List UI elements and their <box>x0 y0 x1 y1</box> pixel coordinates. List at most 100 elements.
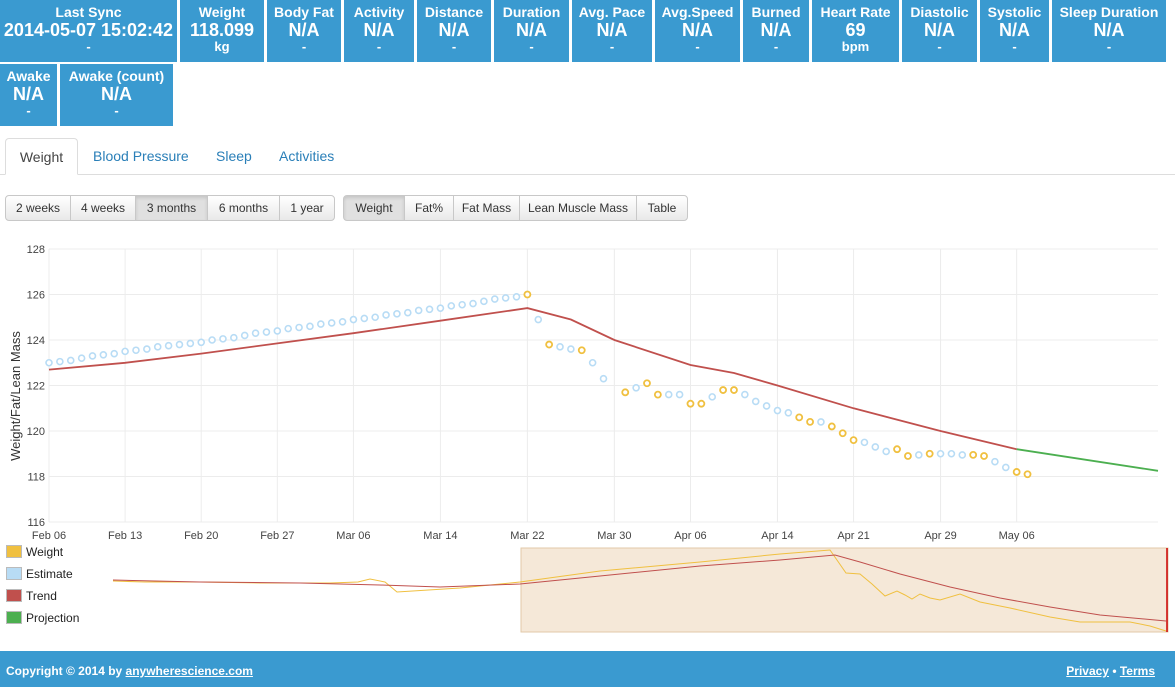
weight-point[interactable] <box>1012 468 1021 476</box>
estimate-point[interactable] <box>197 338 206 347</box>
metric-fat-percent-button[interactable]: Fat% <box>404 195 454 221</box>
estimate-point[interactable] <box>132 346 140 355</box>
estimate-point[interactable] <box>1001 463 1010 472</box>
estimate-point[interactable] <box>349 315 358 324</box>
estimate-point[interactable] <box>447 302 456 310</box>
range-4-weeks-button[interactable]: 4 weeks <box>70 195 136 221</box>
estimate-point[interactable] <box>773 406 782 415</box>
weight-point[interactable] <box>545 340 554 349</box>
estimate-point[interactable] <box>501 294 510 302</box>
navigator-selection[interactable] <box>520 547 1169 633</box>
estimate-point[interactable] <box>991 457 999 466</box>
tab-weight[interactable]: Weight <box>5 138 78 175</box>
estimate-point[interactable] <box>230 333 238 342</box>
weight-chart[interactable]: 116 118 120 122 124 126 128 Feb 06 Feb 13 Feb 20 F… <box>0 230 1175 550</box>
weight-point[interactable] <box>653 390 662 399</box>
weight-point[interactable] <box>925 449 934 458</box>
estimate-point[interactable] <box>99 350 108 359</box>
legend-item-weight[interactable]: Weight <box>6 544 63 562</box>
estimate-point[interactable] <box>110 349 119 358</box>
estimate-point[interactable] <box>936 449 945 458</box>
estimate-point[interactable] <box>762 402 771 410</box>
estimate-point[interactable] <box>567 345 575 353</box>
weight-point[interactable] <box>980 452 988 460</box>
legend-item-projection[interactable]: Projection <box>6 610 79 628</box>
estimate-point[interactable] <box>371 313 379 322</box>
estimate-point[interactable] <box>784 408 793 417</box>
estimate-point[interactable] <box>860 438 869 447</box>
range-3-months-button[interactable]: 3 months <box>135 195 208 221</box>
legend-item-estimate[interactable]: Estimate <box>6 566 73 584</box>
tab-blood-pressure[interactable]: Blood Pressure <box>93 148 189 164</box>
estimate-point[interactable] <box>882 447 890 456</box>
weight-point[interactable] <box>849 436 858 445</box>
estimate-point[interactable] <box>306 322 314 331</box>
estimate-point[interactable] <box>414 306 423 315</box>
estimate-point[interactable] <box>382 311 390 319</box>
estimate-point[interactable] <box>360 314 369 323</box>
estimate-point[interactable] <box>469 299 477 308</box>
estimate-point[interactable] <box>262 328 271 336</box>
tab-sleep[interactable]: Sleep <box>216 148 252 164</box>
weight-point[interactable] <box>643 379 651 388</box>
estimate-point[interactable] <box>251 329 260 337</box>
estimate-point[interactable] <box>741 390 749 399</box>
estimate-point[interactable] <box>143 345 151 353</box>
estimate-point[interactable] <box>77 354 86 363</box>
weight-point[interactable] <box>697 399 706 408</box>
range-2-weeks-button[interactable]: 2 weeks <box>5 195 71 221</box>
weight-point[interactable] <box>577 346 586 355</box>
estimate-point[interactable] <box>751 397 760 406</box>
estimate-point[interactable] <box>153 343 162 351</box>
estimate-point[interactable] <box>273 327 282 335</box>
estimate-point[interactable] <box>403 308 412 317</box>
estimate-point[interactable] <box>393 310 401 318</box>
estimate-point[interactable] <box>947 449 956 458</box>
weight-point[interactable] <box>893 445 901 454</box>
range-6-months-button[interactable]: 6 months <box>207 195 280 221</box>
legend-item-trend[interactable]: Trend <box>6 588 57 606</box>
estimate-point[interactable] <box>164 341 173 350</box>
estimate-point[interactable] <box>45 358 53 367</box>
privacy-link[interactable]: Privacy <box>1066 664 1109 678</box>
estimate-point[interactable] <box>240 331 249 340</box>
estimate-point[interactable] <box>66 356 75 365</box>
estimate-point[interactable] <box>284 324 292 333</box>
estimate-point[interactable] <box>915 451 923 459</box>
metric-lean-muscle-mass-button[interactable]: Lean Muscle Mass <box>519 195 637 221</box>
metric-weight-button[interactable]: Weight <box>343 195 405 221</box>
estimate-point[interactable] <box>327 319 336 327</box>
estimate-point[interactable] <box>556 343 564 351</box>
estimate-point[interactable] <box>632 383 640 392</box>
estimate-point[interactable] <box>338 317 347 326</box>
estimate-point[interactable] <box>675 390 684 399</box>
estimate-point[interactable] <box>175 340 184 349</box>
estimate-point[interactable] <box>317 320 325 328</box>
metric-table-button[interactable]: Table <box>636 195 688 221</box>
weight-point[interactable] <box>730 386 738 394</box>
chart-navigator[interactable] <box>0 540 1175 640</box>
weight-point[interactable] <box>719 386 727 394</box>
weight-point[interactable] <box>806 417 814 426</box>
estimate-point[interactable] <box>458 300 466 309</box>
weight-point[interactable] <box>969 450 978 459</box>
weight-point[interactable] <box>1023 470 1032 479</box>
estimate-point[interactable] <box>88 352 97 360</box>
estimate-point[interactable] <box>295 323 303 332</box>
estimate-point[interactable] <box>425 305 434 314</box>
metric-fat-mass-button[interactable]: Fat Mass <box>453 195 520 221</box>
estimate-point[interactable] <box>219 335 227 343</box>
weight-point[interactable] <box>838 429 847 438</box>
estimate-point[interactable] <box>599 374 608 383</box>
terms-link[interactable]: Terms <box>1119 664 1155 678</box>
estimate-point[interactable] <box>664 390 673 399</box>
estimate-point[interactable] <box>871 443 880 451</box>
estimate-point[interactable] <box>208 336 216 344</box>
weight-point[interactable] <box>795 413 804 422</box>
estimate-point[interactable] <box>490 295 499 303</box>
estimate-point[interactable] <box>534 315 543 324</box>
estimate-point[interactable] <box>817 418 825 426</box>
weight-point[interactable] <box>904 452 912 460</box>
estimate-point[interactable] <box>121 347 129 356</box>
weight-point[interactable] <box>621 388 630 397</box>
